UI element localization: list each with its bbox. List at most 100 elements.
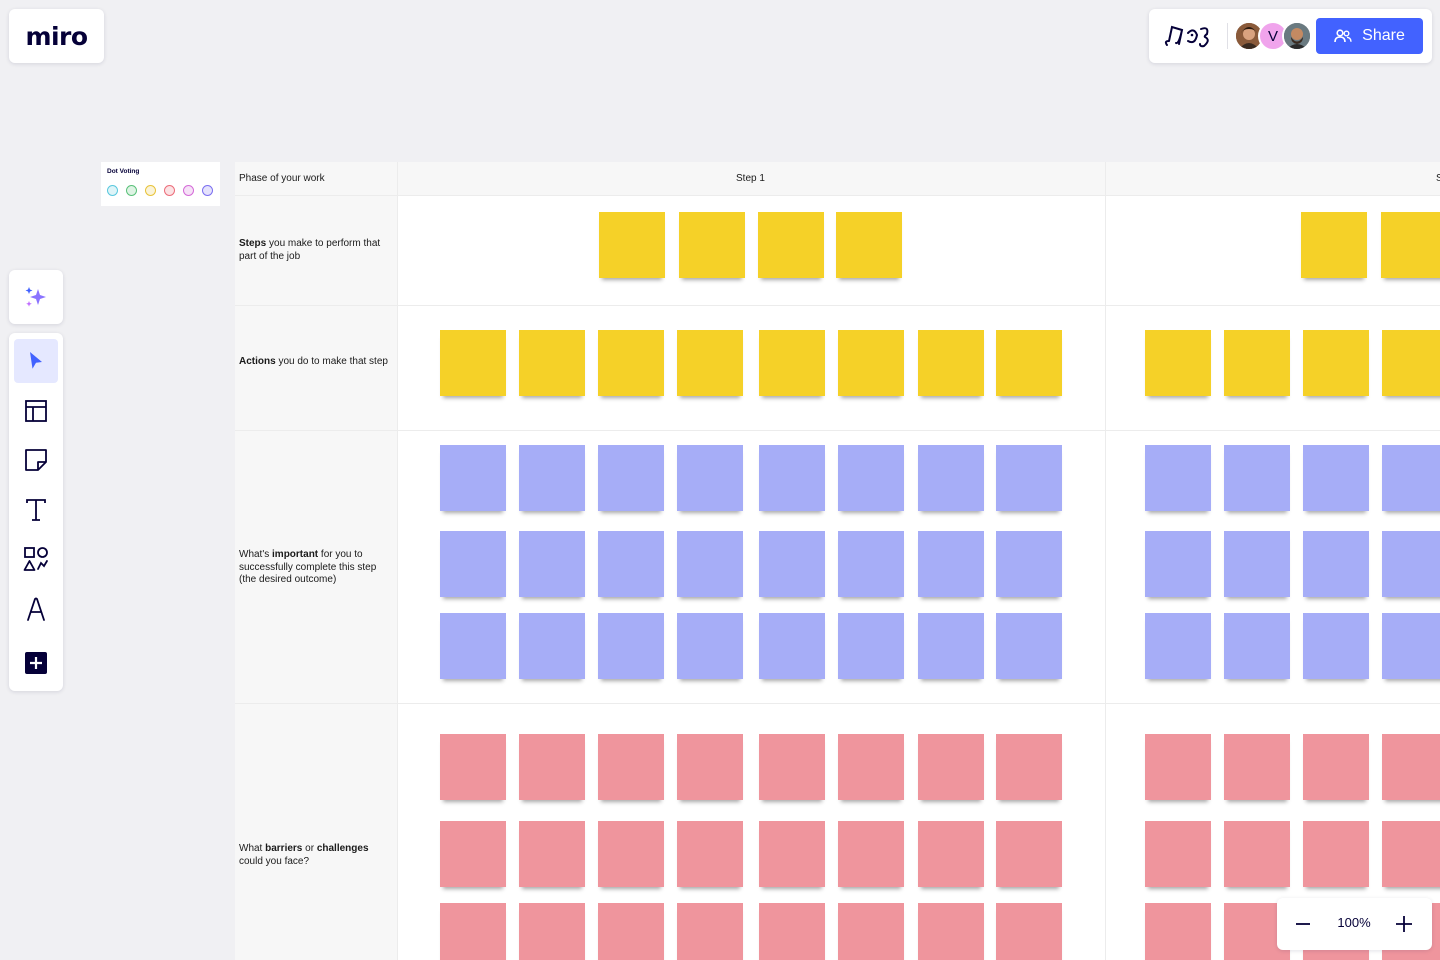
action-sticky-note[interactable] — [677, 330, 743, 396]
outcome-sticky-note[interactable] — [598, 613, 664, 679]
outcome-sticky-note[interactable] — [838, 445, 904, 511]
outcome-sticky-note[interactable] — [759, 531, 825, 597]
share-button[interactable]: Share — [1316, 18, 1423, 54]
outcome-sticky-note[interactable] — [440, 445, 506, 511]
outcome-sticky-note[interactable] — [838, 531, 904, 597]
outcome-sticky-note[interactable] — [1145, 445, 1211, 511]
outcome-sticky-note[interactable] — [1382, 613, 1440, 679]
voting-dot[interactable] — [145, 185, 156, 196]
outcome-sticky-note[interactable] — [440, 531, 506, 597]
zoom-out-button[interactable] — [1287, 908, 1319, 940]
shapes-tool[interactable] — [14, 537, 58, 581]
more-tools-button[interactable] — [14, 641, 58, 685]
avatar[interactable] — [1282, 21, 1312, 51]
outcome-sticky-note[interactable] — [598, 445, 664, 511]
outcome-sticky-note[interactable] — [1382, 531, 1440, 597]
action-sticky-note[interactable] — [598, 330, 664, 396]
challenge-sticky-note[interactable] — [598, 903, 664, 960]
outcome-sticky-note[interactable] — [519, 445, 585, 511]
challenge-sticky-note[interactable] — [759, 821, 825, 887]
customer-journey-board[interactable]: Phase of your work Step 1 S Steps you ma… — [235, 162, 1440, 960]
voting-dot[interactable] — [126, 185, 137, 196]
voting-dot[interactable] — [164, 185, 175, 196]
outcome-sticky-note[interactable] — [759, 445, 825, 511]
logo[interactable]: miro — [9, 9, 104, 63]
outcome-sticky-note[interactable] — [1303, 531, 1369, 597]
challenge-sticky-note[interactable] — [759, 903, 825, 960]
select-tool[interactable] — [14, 339, 58, 383]
step-sticky-note[interactable] — [679, 212, 745, 278]
voting-dot[interactable] — [202, 185, 213, 196]
step-sticky-note[interactable] — [1381, 212, 1440, 278]
step-sticky-note[interactable] — [758, 212, 824, 278]
challenge-sticky-note[interactable] — [440, 903, 506, 960]
outcome-sticky-note[interactable] — [838, 613, 904, 679]
outcome-sticky-note[interactable] — [1303, 445, 1369, 511]
outcome-sticky-note[interactable] — [519, 531, 585, 597]
challenge-sticky-note[interactable] — [598, 734, 664, 800]
challenge-sticky-note[interactable] — [519, 903, 585, 960]
challenge-sticky-note[interactable] — [1145, 734, 1211, 800]
outcome-sticky-note[interactable] — [677, 531, 743, 597]
outcome-sticky-note[interactable] — [759, 613, 825, 679]
challenge-sticky-note[interactable] — [677, 821, 743, 887]
outcome-sticky-note[interactable] — [1382, 445, 1440, 511]
challenge-sticky-note[interactable] — [918, 903, 984, 960]
action-sticky-note[interactable] — [519, 330, 585, 396]
action-sticky-note[interactable] — [440, 330, 506, 396]
board-logo-icon[interactable] — [1161, 21, 1217, 51]
challenge-sticky-note[interactable] — [918, 821, 984, 887]
step-sticky-note[interactable] — [836, 212, 902, 278]
challenge-sticky-note[interactable] — [677, 903, 743, 960]
challenge-sticky-note[interactable] — [1382, 734, 1440, 800]
action-sticky-note[interactable] — [996, 330, 1062, 396]
outcome-sticky-note[interactable] — [677, 613, 743, 679]
challenge-sticky-note[interactable] — [996, 734, 1062, 800]
pen-tool[interactable] — [14, 587, 58, 631]
outcome-sticky-note[interactable] — [1145, 613, 1211, 679]
outcome-sticky-note[interactable] — [1224, 613, 1290, 679]
challenge-sticky-note[interactable] — [1303, 821, 1369, 887]
action-sticky-note[interactable] — [1145, 330, 1211, 396]
challenge-sticky-note[interactable] — [996, 903, 1062, 960]
outcome-sticky-note[interactable] — [996, 445, 1062, 511]
voting-dot[interactable] — [107, 185, 118, 196]
challenge-sticky-note[interactable] — [1224, 734, 1290, 800]
step-sticky-note[interactable] — [599, 212, 665, 278]
challenge-sticky-note[interactable] — [996, 821, 1062, 887]
challenge-sticky-note[interactable] — [440, 734, 506, 800]
challenge-sticky-note[interactable] — [1224, 821, 1290, 887]
action-sticky-note[interactable] — [838, 330, 904, 396]
text-tool[interactable] — [14, 488, 58, 532]
ai-assist-button[interactable] — [9, 270, 63, 324]
challenge-sticky-note[interactable] — [918, 734, 984, 800]
sticky-note-tool[interactable] — [14, 438, 58, 482]
outcome-sticky-note[interactable] — [440, 613, 506, 679]
action-sticky-note[interactable] — [1224, 330, 1290, 396]
challenge-sticky-note[interactable] — [598, 821, 664, 887]
challenge-sticky-note[interactable] — [1303, 734, 1369, 800]
outcome-sticky-note[interactable] — [598, 531, 664, 597]
outcome-sticky-note[interactable] — [996, 531, 1062, 597]
challenge-sticky-note[interactable] — [1382, 821, 1440, 887]
action-sticky-note[interactable] — [1382, 330, 1440, 396]
outcome-sticky-note[interactable] — [1303, 613, 1369, 679]
challenge-sticky-note[interactable] — [519, 821, 585, 887]
dot-voting-card[interactable]: Dot Voting — [101, 162, 220, 206]
challenge-sticky-note[interactable] — [838, 821, 904, 887]
outcome-sticky-note[interactable] — [918, 445, 984, 511]
challenge-sticky-note[interactable] — [519, 734, 585, 800]
challenge-sticky-note[interactable] — [838, 903, 904, 960]
outcome-sticky-note[interactable] — [519, 613, 585, 679]
outcome-sticky-note[interactable] — [1224, 531, 1290, 597]
action-sticky-note[interactable] — [759, 330, 825, 396]
outcome-sticky-note[interactable] — [1145, 531, 1211, 597]
outcome-sticky-note[interactable] — [918, 613, 984, 679]
zoom-in-button[interactable] — [1388, 908, 1420, 940]
templates-tool[interactable] — [14, 389, 58, 433]
outcome-sticky-note[interactable] — [996, 613, 1062, 679]
challenge-sticky-note[interactable] — [440, 821, 506, 887]
challenge-sticky-note[interactable] — [1145, 903, 1211, 960]
voting-dot[interactable] — [183, 185, 194, 196]
zoom-level[interactable]: 100% — [1337, 915, 1371, 930]
